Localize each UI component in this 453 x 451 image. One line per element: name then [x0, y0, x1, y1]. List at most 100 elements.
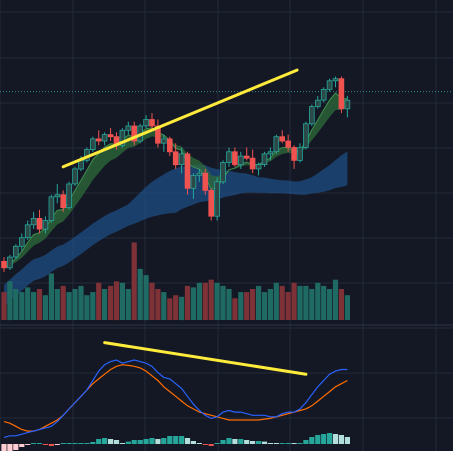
volume-bar: [54, 289, 60, 320]
volume-bar: [202, 282, 208, 320]
candle-body: [243, 155, 250, 159]
macd-histogram-bar: [31, 443, 37, 444]
macd-indicator: [1, 359, 350, 451]
macd-histogram-bar: [208, 444, 214, 446]
candle-body: [119, 129, 126, 146]
volume-bar: [267, 289, 273, 320]
macd-histogram-bar: [7, 444, 13, 451]
volume-bar: [149, 282, 155, 320]
candle-body: [143, 119, 149, 127]
candle-body: [149, 119, 155, 127]
candle: [303, 121, 309, 150]
volume-bar: [131, 242, 137, 320]
volume-bar: [155, 289, 161, 320]
volume-bar: [173, 295, 179, 320]
candle-body: [125, 125, 132, 131]
trendlines: [61, 68, 308, 376]
volume-bar: [214, 282, 220, 320]
macd-histogram-bar: [273, 443, 279, 444]
macd-histogram-bar: [60, 443, 66, 444]
macd-line: [3, 359, 348, 438]
candle: [279, 130, 285, 144]
candle-body: [214, 181, 220, 217]
candle-body: [308, 106, 315, 125]
candle: [208, 188, 215, 221]
volume-bar: [261, 292, 268, 320]
candle-body: [155, 125, 161, 144]
macd-histogram-bar: [25, 444, 31, 445]
candle: [255, 162, 262, 176]
volume-bar: [303, 285, 309, 320]
candle: [119, 128, 126, 148]
candle-body: [184, 153, 191, 189]
candle: [326, 78, 333, 92]
candle-body: [30, 217, 37, 226]
candle-body: [261, 153, 268, 165]
candle-body: [220, 162, 226, 183]
candle: [60, 190, 66, 212]
candle-body: [338, 78, 345, 110]
candle: [273, 134, 280, 154]
candle-body: [66, 183, 72, 209]
macd-histogram-bar: [155, 439, 161, 444]
candle-body: [42, 220, 49, 230]
candle: [314, 95, 321, 109]
candle-body: [332, 78, 339, 82]
candle-body: [202, 172, 209, 191]
macd-histogram-bar: [338, 435, 344, 444]
candle: [7, 254, 13, 270]
macd-histogram-bar: [315, 435, 321, 444]
macd-histogram-bar: [214, 443, 220, 444]
candle: [237, 151, 244, 169]
candle: [344, 95, 351, 118]
macd-histogram-bar: [173, 436, 179, 444]
macd-histogram-bar: [90, 442, 96, 444]
volume-bar: [13, 289, 19, 320]
volume-bar: [250, 289, 256, 320]
volume-bar: [90, 292, 96, 320]
candle: [12, 244, 19, 260]
candle-body: [72, 168, 78, 185]
candle-body: [232, 151, 238, 166]
volume-bar: [226, 289, 232, 320]
macd-histogram-bar: [202, 444, 208, 445]
volume-bar: [137, 268, 143, 320]
candle: [166, 136, 173, 157]
price-resistance-trendline: [61, 68, 299, 169]
macd-histogram-bar: [137, 440, 143, 444]
volume-bar: [48, 273, 54, 320]
macd-histogram-bar: [19, 444, 25, 447]
volume-bar: [96, 282, 102, 320]
candle: [320, 87, 327, 103]
macd-histogram-bar: [78, 443, 84, 444]
candle-body: [273, 136, 280, 153]
candle: [107, 128, 114, 141]
macd-histogram-bar: [179, 436, 185, 444]
candle: [66, 181, 72, 210]
volume-bar: [179, 296, 185, 321]
volume-bar: [25, 287, 31, 320]
macd-histogram-bar: [149, 438, 155, 444]
macd-histogram-bar: [108, 439, 114, 444]
macd-histogram-bar: [167, 436, 173, 444]
volume-bar: [184, 285, 191, 320]
candle-body: [303, 123, 309, 148]
macd-histogram-bar: [285, 443, 291, 444]
candle-body: [314, 99, 321, 107]
volume-bar: [190, 287, 196, 320]
volume-bar: [102, 289, 108, 320]
volume-bar: [42, 295, 48, 320]
macd-histogram-bar: [119, 443, 125, 444]
macd-histogram-bar: [256, 441, 262, 444]
macd-histogram-bar: [184, 438, 191, 444]
price-candles: [1, 76, 351, 273]
candle: [101, 132, 108, 146]
volume-bar: [78, 285, 84, 320]
candle-body: [320, 89, 327, 101]
candle: [95, 130, 102, 146]
volume-bar: [332, 279, 339, 320]
macd-histogram-bar: [279, 443, 285, 444]
volume-bar: [279, 285, 285, 320]
